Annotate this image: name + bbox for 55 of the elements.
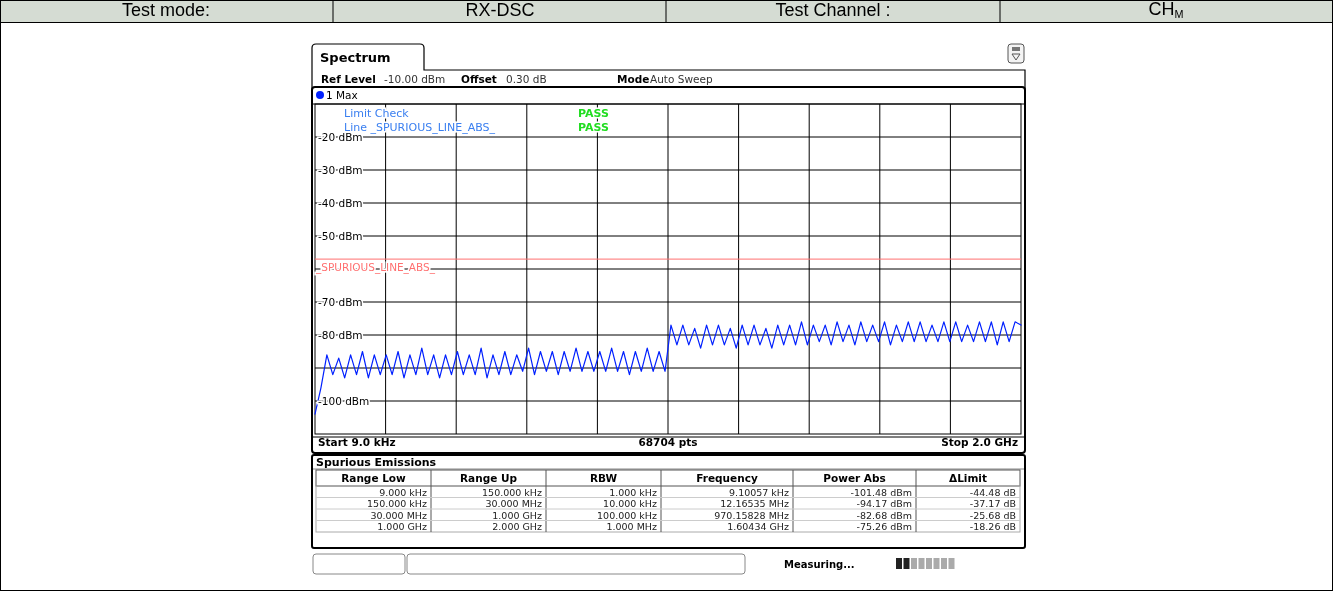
text: Test mode: (121, 0, 211, 20)
text: ΔLimit (949, 472, 987, 484)
text: Range Up (460, 472, 518, 484)
text: 1.000 GHz (492, 509, 542, 521)
text: CH$_{M}$ (1148, 0, 1184, 20)
text: Spectrum (320, 50, 391, 65)
text: 10.000 kHz (603, 498, 657, 509)
text: 1.60434 GHz (727, 521, 790, 532)
text: 100.000 kHz (597, 509, 658, 521)
y-tick-label: -30 dBm (318, 164, 363, 176)
text: -101.48 dBm (850, 486, 912, 498)
text: -18.26 dB (969, 521, 1016, 532)
text: Range Low (341, 472, 407, 484)
text: RX-DSC (465, 0, 535, 20)
y-tick-label: -50 dBm (318, 230, 363, 242)
text: Power Abs (823, 472, 886, 484)
text: 30.000 MHz (485, 498, 543, 509)
line-series (314, 321, 1022, 415)
text: 150.000 kHz (482, 486, 543, 498)
text: Auto Sweep (650, 73, 713, 85)
y-tick-label: -40 dBm (318, 197, 363, 209)
y-tick-label: -20 dBm (318, 131, 363, 143)
text: 9.10057 kHz (729, 486, 790, 498)
text: -10.00 dBm (384, 73, 446, 85)
text: 150.000 kHz (367, 498, 428, 509)
text: Measuring... (784, 559, 855, 570)
text: 2.000 GHz (492, 521, 542, 532)
text: Test Channel : (775, 0, 891, 20)
text: 970.15828 MHz (714, 509, 789, 521)
text: Start 9.0 kHz (318, 436, 396, 448)
legend-label: 1 Max (326, 89, 358, 101)
text: 1.000 kHz (609, 486, 657, 498)
y-tick-label: -100 dBm (318, 395, 370, 407)
text: -82.68 dBm (856, 509, 912, 521)
text: -37.17 dB (969, 498, 1016, 509)
text: Mode (617, 73, 650, 85)
y-tick-label: -80 dBm (318, 329, 363, 341)
text: 1.000 MHz (606, 521, 658, 532)
text: 9.000 kHz (379, 486, 427, 498)
text: 12.16535 MHz (720, 498, 789, 509)
text: Ref Level (321, 73, 376, 85)
text: -75.26 dBm (856, 521, 912, 532)
text: -94.17 dBm (856, 498, 912, 509)
text: 68704 pts (638, 436, 698, 448)
text: 0.30 dB (506, 73, 547, 85)
text: 1.000 GHz (377, 521, 427, 532)
text: 30.000 MHz (370, 509, 428, 521)
y-tick-label: -70 dBm (318, 296, 363, 308)
text: Offset (461, 73, 497, 85)
text: Frequency (696, 472, 758, 484)
text: -44.48 dB (969, 486, 1016, 498)
text: RBW (589, 472, 618, 484)
text: -25.68 dB (969, 509, 1016, 521)
text: Spurious Emissions (316, 456, 437, 469)
text: Stop 2.0 GHz (941, 436, 1018, 448)
